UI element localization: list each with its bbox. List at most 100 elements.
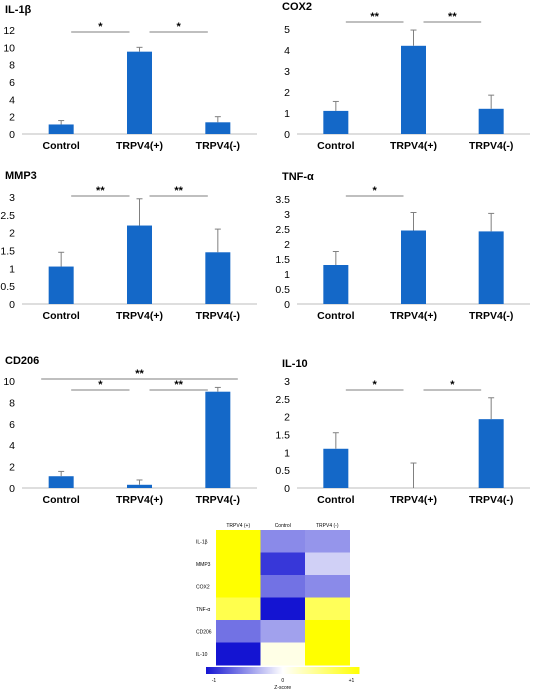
heatmap-row-label: IL-1β — [196, 539, 208, 545]
y-tick-label: 10 — [3, 42, 15, 54]
x-category-label: TRPV4(+) — [390, 310, 437, 322]
heatmap-row-label: CD206 — [196, 629, 212, 635]
y-tick-label: 3 — [284, 209, 290, 221]
bar — [205, 122, 231, 134]
heatmap-cell — [216, 620, 261, 643]
zscore-axis-label: Z-score — [274, 685, 291, 691]
chart-title: COX2 — [282, 1, 312, 13]
heatmap-cell — [305, 620, 350, 643]
x-category-label: TRPV4(-) — [196, 494, 240, 506]
y-tick-label: 0 — [284, 129, 290, 141]
bar — [127, 51, 152, 134]
x-category-label: Control — [317, 494, 354, 506]
zscore-heatmap: TRPV4 (+) Control TRPV4 (-) IL-1β MMP3 COX2 TN… — [196, 523, 360, 691]
significance-marker: ** — [370, 11, 379, 23]
heatmap-cell — [260, 642, 306, 666]
y-tick-label: 3 — [284, 66, 290, 78]
y-tick-label: 2 — [9, 228, 15, 240]
y-tick-label: 0.5 — [0, 281, 15, 293]
heatmap-cell — [216, 642, 261, 666]
significance-marker: * — [373, 185, 378, 197]
y-tick-label: 1 — [284, 447, 290, 459]
x-category-label: Control — [43, 494, 80, 506]
heatmap-cell — [305, 530, 350, 553]
x-category-label: Control — [43, 310, 80, 322]
heatmap-row-label: IL-10 — [196, 652, 208, 658]
y-tick-label: 10 — [3, 376, 15, 388]
bar — [48, 476, 74, 488]
y-tick-label: 2 — [284, 87, 290, 99]
y-tick-label: 1 — [284, 108, 290, 120]
il10-bar-chart: IL-10 0 0.5 1 1.5 2 2.5 3 Control TRPV4(+) TRPV4(-… — [275, 358, 530, 506]
bar — [205, 391, 231, 488]
heatmap-cell — [260, 620, 306, 643]
y-tick-label: 2 — [9, 462, 15, 474]
y-tick-label: 4 — [9, 94, 15, 106]
bar — [478, 419, 504, 488]
y-tick-label: 2 — [9, 112, 15, 124]
y-tick-label: 3 — [9, 192, 15, 204]
significance-marker: ** — [135, 368, 144, 380]
heatmap-cell — [305, 552, 350, 576]
heatmap-column-label: TRPV4 (+) — [226, 523, 250, 529]
bar — [323, 110, 349, 134]
tnfa-bar-chart: TNF-α 0 0.5 1 1.5 2 2.5 3 3.5 Control TRPV4(+) TRPV… — [275, 171, 530, 322]
bar — [48, 124, 74, 134]
zscore-tick-label: -1 — [212, 678, 217, 684]
x-category-label: Control — [43, 140, 80, 152]
bar — [127, 225, 152, 304]
x-category-label: TRPV4(+) — [390, 140, 437, 152]
chart-title: IL-10 — [282, 358, 308, 370]
y-tick-label: 4 — [9, 440, 15, 452]
y-tick-label: 1 — [284, 269, 290, 281]
chart-title: IL-1β — [5, 4, 32, 16]
y-tick-label: 4 — [284, 45, 290, 57]
significance-marker: ** — [448, 11, 457, 23]
il1b-bar-chart: IL-1β 0 2 4 6 8 10 12 Control TRPV4(+) TRPV4(-) * * — [3, 4, 257, 152]
bar — [401, 230, 426, 304]
x-category-label: Control — [317, 310, 354, 322]
bar — [48, 266, 74, 304]
chart-title: TNF-α — [282, 171, 314, 183]
significance-marker: * — [98, 21, 103, 33]
x-category-label: TRPV4(-) — [469, 310, 513, 322]
y-tick-label: 6 — [9, 77, 15, 89]
heatmap-column-label: TRPV4 (-) — [316, 523, 339, 529]
y-tick-label: 0 — [9, 483, 15, 495]
y-tick-label: 1 — [9, 263, 15, 275]
heatmap-cell — [305, 575, 350, 598]
y-tick-label: 1.5 — [275, 254, 290, 266]
heatmap-row-label: MMP3 — [196, 562, 211, 568]
bar — [401, 45, 426, 134]
x-category-label: TRPV4(+) — [116, 140, 163, 152]
y-tick-label: 0 — [284, 299, 290, 311]
bar — [205, 252, 231, 304]
x-category-label: TRPV4(+) — [390, 494, 437, 506]
zscore-tick-label: 0 — [281, 678, 284, 684]
y-tick-label: 2 — [284, 239, 290, 251]
y-tick-label: 3 — [284, 376, 290, 388]
y-tick-label: 0 — [9, 129, 15, 141]
heatmap-cell — [305, 642, 350, 666]
heatmap-cell — [260, 575, 306, 598]
y-tick-label: 0.5 — [275, 465, 290, 477]
significance-marker: * — [373, 379, 378, 391]
heatmap-cell — [216, 597, 261, 621]
x-category-label: Control — [317, 140, 354, 152]
chart-title: MMP3 — [5, 170, 37, 182]
significance-marker: ** — [174, 379, 183, 391]
bar — [478, 231, 504, 304]
heatmap-cell — [216, 552, 261, 576]
significance-marker: * — [450, 379, 455, 391]
y-tick-label: 0 — [9, 299, 15, 311]
bar — [323, 448, 349, 488]
heatmap-row-label: COX2 — [196, 584, 210, 590]
bar — [478, 108, 504, 134]
x-category-label: TRPV4(+) — [116, 310, 163, 322]
y-tick-label: 12 — [3, 25, 15, 37]
heatmap-cell — [260, 530, 306, 553]
y-tick-label: 2.5 — [275, 394, 290, 406]
bar — [323, 265, 349, 304]
y-tick-label: 6 — [9, 419, 15, 431]
